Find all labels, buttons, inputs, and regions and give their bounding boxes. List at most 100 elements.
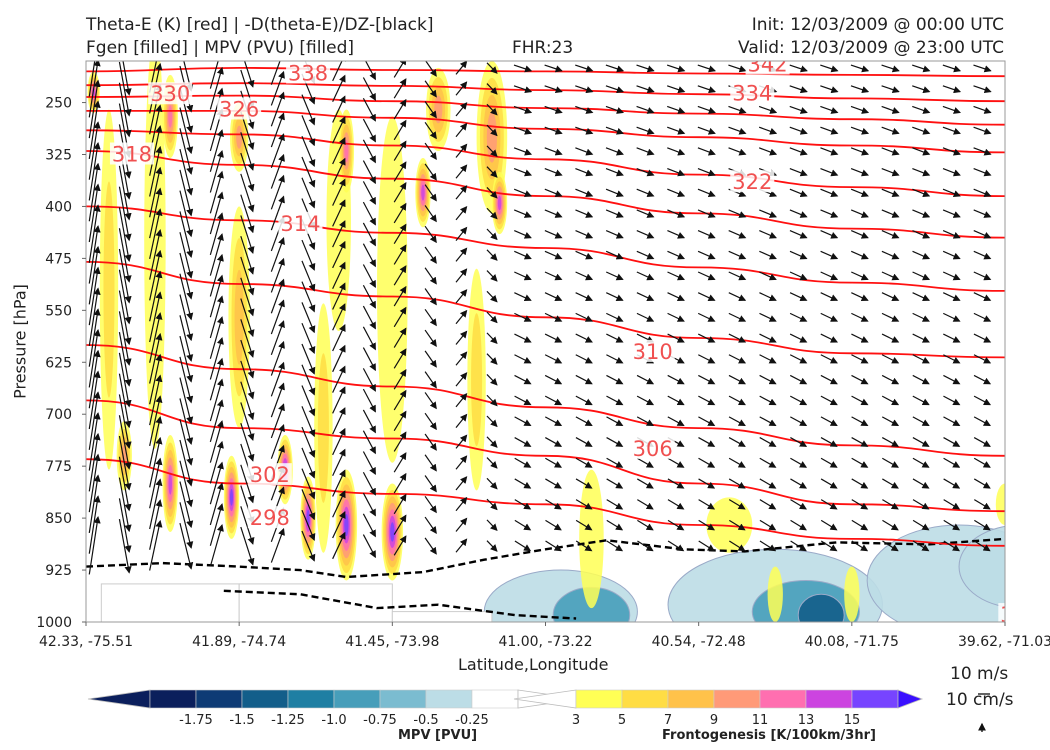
wind-vector [455, 455, 468, 470]
fgen-colorbar-segment [667, 689, 715, 709]
wind-vector [667, 230, 686, 239]
wind-vector [820, 126, 839, 135]
wind-vector [486, 187, 498, 199]
wind-vector [637, 519, 654, 531]
wind-vector [667, 126, 686, 135]
wind-vector [851, 437, 869, 447]
wind-vector [149, 478, 163, 530]
wind-vector [789, 230, 808, 239]
theta-e-label-bg [247, 463, 292, 486]
wind-vector [912, 188, 931, 198]
wind-vector [332, 220, 346, 248]
wind-vector [149, 291, 163, 343]
wind-vector [486, 540, 498, 552]
wind-vector [912, 416, 930, 427]
wind-vector [424, 101, 437, 119]
wind-vector [728, 416, 746, 427]
wind-vector [606, 312, 624, 322]
wind-vector [118, 415, 132, 470]
fgen-region [229, 489, 234, 506]
wind-vector [881, 416, 900, 427]
wind-vector [209, 66, 224, 110]
wind-vector [881, 354, 900, 364]
wind-vector [575, 312, 593, 322]
wind-vector [301, 364, 316, 396]
mpv-colorbar-segment [471, 689, 519, 709]
wind-vector [575, 147, 594, 156]
fgen-region [579, 469, 604, 609]
wind-vector [209, 378, 224, 422]
wind-vector [209, 191, 224, 235]
wind-vector [942, 167, 961, 177]
wind-vector [605, 230, 624, 239]
wind-vector [393, 61, 407, 78]
wind-vector [455, 413, 468, 429]
wind-vector [514, 312, 532, 322]
y-tick-label: 700 [45, 407, 72, 423]
wind-vector [455, 143, 468, 158]
wind-vector [455, 61, 468, 75]
wind-vector [486, 249, 498, 261]
wind-vector [544, 292, 563, 302]
wind-vector [850, 167, 869, 177]
wind-vector [455, 538, 468, 553]
wind-vector [424, 121, 437, 140]
wind-vector [758, 147, 778, 156]
wind-vector [179, 273, 194, 321]
wind-vector [973, 230, 992, 239]
wind-vector [209, 253, 224, 297]
wind-vector [179, 169, 194, 217]
wind-vector [424, 371, 437, 389]
wind-vector [332, 261, 346, 289]
wind-vector [728, 437, 746, 447]
wind-vector [636, 478, 654, 489]
wind-vector [455, 268, 468, 283]
wind-vector [759, 395, 777, 406]
wind-vector [912, 209, 931, 218]
wind-vector [424, 163, 437, 181]
wind-vector [790, 437, 808, 447]
wind-vector [514, 437, 532, 447]
wind-vector [455, 226, 468, 242]
mpv-colorbar-tick: -1.25 [271, 713, 305, 728]
wind-vector [88, 515, 101, 575]
ddz-contour [223, 589, 577, 620]
wind-vector [667, 209, 686, 218]
vector-key-arrows [978, 693, 990, 732]
wind-vector [240, 132, 255, 171]
theta-e-label-bg [247, 506, 292, 529]
wind-vector [425, 61, 437, 77]
wind-vector [486, 311, 498, 324]
wind-vector [820, 64, 839, 73]
theta-e-label: 322 [732, 170, 772, 194]
wind-vector [149, 395, 163, 446]
wind-vector [424, 433, 437, 451]
wind-vector [881, 64, 900, 73]
wind-vector [881, 147, 900, 156]
wind-vector [728, 230, 747, 239]
wind-vector [666, 85, 686, 94]
wind-vector [270, 237, 285, 272]
wind-vector [88, 453, 101, 513]
wind-vector [118, 435, 132, 491]
wind-vector [364, 61, 376, 81]
wind-vector [881, 188, 900, 198]
wind-vector [575, 188, 594, 198]
wind-vector [820, 230, 839, 239]
wind-vector [88, 328, 101, 388]
wind-vector [513, 209, 532, 218]
wind-vector [789, 271, 808, 281]
wind-vector [636, 209, 655, 218]
wind-vector [544, 167, 563, 177]
terrain-mask [100, 583, 240, 622]
wind-vector [973, 292, 992, 302]
wind-vector [606, 457, 624, 468]
wind-vector [243, 61, 255, 88]
wind-vector [545, 519, 562, 531]
fgen-colorbar-tick: 3 [572, 713, 580, 728]
wind-vector [850, 188, 869, 198]
fgen-colorbar-segment [759, 689, 807, 709]
wind-vector [851, 540, 869, 552]
wind-vector [728, 312, 747, 322]
wind-vector [301, 260, 316, 292]
